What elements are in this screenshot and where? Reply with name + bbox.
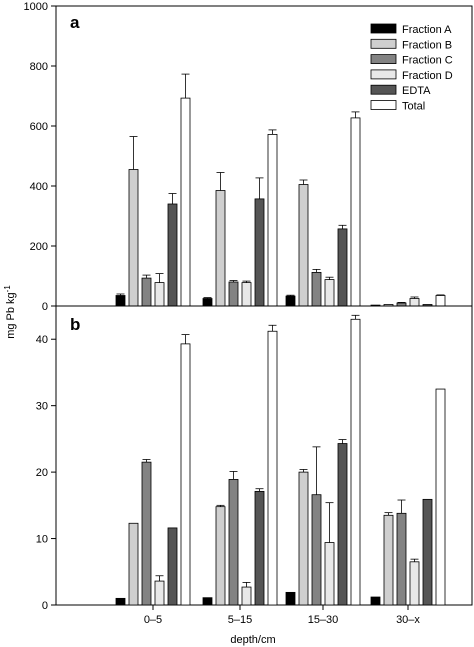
bar xyxy=(115,295,126,307)
bar xyxy=(215,190,226,307)
bar xyxy=(298,184,309,307)
legend-label: Fraction C xyxy=(402,55,453,67)
panel-b: 0 10 20 30 40 0–5 5–15 15–30 30–x xyxy=(36,305,473,626)
bar xyxy=(180,343,191,606)
legend-swatch xyxy=(370,100,397,110)
y-tick-label: 30 xyxy=(36,401,48,413)
bar xyxy=(241,586,252,606)
bar xyxy=(409,298,420,307)
x-tick-label: 0–5 xyxy=(144,614,162,626)
bar xyxy=(285,591,296,606)
panel-a-letter: a xyxy=(70,13,80,32)
x-tick-label: 5–15 xyxy=(228,614,252,626)
legend-swatch xyxy=(370,54,397,64)
bar xyxy=(141,277,152,307)
y-tick-label: 0 xyxy=(42,301,48,313)
bar xyxy=(298,471,309,606)
bar xyxy=(311,494,322,606)
bar xyxy=(215,506,226,606)
y-tick-label: 10 xyxy=(36,534,48,546)
bar xyxy=(241,282,252,307)
bar xyxy=(267,330,278,606)
bar xyxy=(370,596,381,606)
x-tick-label: 30–x xyxy=(396,614,420,626)
y-tick-label: 200 xyxy=(30,241,48,253)
bar xyxy=(324,279,335,307)
bar xyxy=(383,514,394,606)
y-axis-label-superscript: -1 xyxy=(3,285,12,293)
bar xyxy=(115,597,126,606)
bar xyxy=(285,295,296,307)
bar xyxy=(128,169,139,307)
y-tick-label: 800 xyxy=(30,61,48,73)
bar xyxy=(350,117,361,307)
y-axis-label: mg Pb kg-1 xyxy=(3,285,17,339)
bar xyxy=(128,522,139,606)
bar xyxy=(228,479,239,606)
bar xyxy=(324,542,335,606)
x-tick-label: 15–30 xyxy=(308,614,339,626)
bar xyxy=(154,282,165,307)
legend-swatch xyxy=(370,38,397,49)
bar xyxy=(254,490,265,606)
bar xyxy=(167,527,178,606)
bar xyxy=(267,133,278,307)
panel-b-letter: b xyxy=(70,315,80,334)
x-axis-label: depth/cm xyxy=(230,634,275,646)
bar xyxy=(167,203,178,307)
bar xyxy=(154,580,165,606)
y-tick-label: 0 xyxy=(42,600,48,612)
y-axis-label-main: mg Pb kg xyxy=(5,292,17,338)
legend-swatch xyxy=(370,69,397,80)
legend-label: Fraction A xyxy=(402,24,452,36)
bar xyxy=(435,388,446,606)
legend-swatch xyxy=(370,23,397,34)
y-tick-label: 400 xyxy=(30,181,48,193)
bar xyxy=(228,281,239,307)
bar xyxy=(254,198,265,307)
legend-label: Fraction D xyxy=(402,70,453,82)
bar xyxy=(202,298,213,307)
bar xyxy=(396,512,407,606)
bar xyxy=(350,318,361,606)
legend: Fraction A Fraction B Fraction C Fraction D… xyxy=(370,23,453,113)
legend-swatch xyxy=(370,84,397,95)
bar xyxy=(337,228,348,307)
legend-label: EDTA xyxy=(402,85,431,97)
bar xyxy=(435,295,446,307)
bar xyxy=(141,461,152,606)
bar xyxy=(422,498,433,606)
y-tick-label: 40 xyxy=(36,334,48,346)
bar xyxy=(311,271,322,307)
bar xyxy=(202,597,213,606)
bar xyxy=(337,443,348,606)
bar xyxy=(409,561,420,606)
y-tick-label: 20 xyxy=(36,467,48,479)
legend-label: Total xyxy=(402,101,425,113)
y-tick-label: 1000 xyxy=(24,1,48,13)
legend-label: Fraction B xyxy=(402,39,452,51)
y-tick-label: 600 xyxy=(30,121,48,133)
bar xyxy=(180,97,191,307)
